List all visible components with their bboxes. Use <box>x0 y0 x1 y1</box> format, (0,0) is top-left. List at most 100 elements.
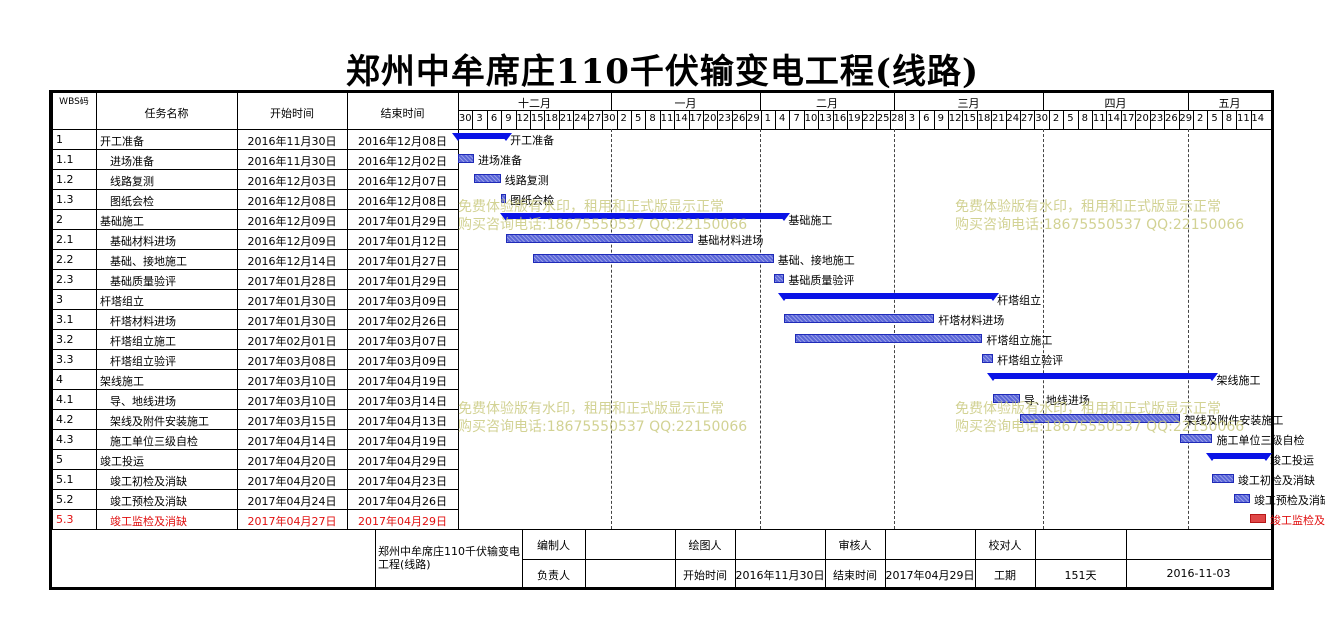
day-tick-line <box>472 111 474 129</box>
task-end: 2017年01月29日 <box>358 215 447 228</box>
row-divider <box>52 309 458 310</box>
task-name[interactable]: 开工准备 <box>100 135 144 148</box>
task-name[interactable]: 线路复测 <box>110 175 154 188</box>
task-bar[interactable] <box>532 254 774 263</box>
task-start: 2016年12月03日 <box>247 175 337 188</box>
col-divider <box>237 93 238 529</box>
task-bar[interactable] <box>1212 474 1234 483</box>
task-bar[interactable] <box>773 274 785 283</box>
day-tick-line <box>1120 111 1122 129</box>
task-name[interactable]: 杆塔组立 <box>100 295 144 308</box>
header-divider <box>52 129 1271 130</box>
task-bar[interactable] <box>1249 514 1266 523</box>
day-tick: 12 <box>948 113 962 124</box>
task-bar[interactable] <box>474 174 501 183</box>
task-wbs: 5.2 <box>56 493 74 506</box>
watermark: 免费体验版有水印，租用和正式版显示正常 购买咨询电话:18675550537 QQ… <box>955 400 1244 436</box>
day-tick: 23 <box>718 113 731 124</box>
day-tick-line <box>1135 111 1137 129</box>
day-tick-line <box>702 111 704 129</box>
task-wbs: 3 <box>56 293 63 306</box>
day-tick-line <box>558 111 560 129</box>
task-name[interactable]: 竣工投运 <box>100 455 144 468</box>
task-name[interactable]: 基础材料进场 <box>110 235 176 248</box>
day-tick: 24 <box>1006 113 1020 124</box>
summary-bar[interactable] <box>778 293 999 301</box>
task-name[interactable]: 架线施工 <box>100 375 144 388</box>
task-name[interactable]: 架线及附件安装施工 <box>110 415 209 428</box>
day-tick-line <box>688 111 690 129</box>
task-bar[interactable] <box>500 194 507 203</box>
task-name[interactable]: 进场准备 <box>110 155 154 168</box>
task-name[interactable]: 基础质量验评 <box>110 275 176 288</box>
task-name[interactable]: 图纸会检 <box>110 195 154 208</box>
day-tick: 11 <box>1092 113 1106 124</box>
day-tick-line <box>1250 111 1252 129</box>
day-tick-line <box>919 111 921 129</box>
task-bar[interactable] <box>993 394 1020 403</box>
task-name[interactable]: 导、地线进场 <box>110 395 176 408</box>
row-divider <box>52 489 458 490</box>
task-wbs: 5.3 <box>56 513 74 526</box>
task-bar[interactable] <box>795 334 983 343</box>
bar-label: 架线施工 <box>1216 374 1261 387</box>
day-tick-line <box>1020 111 1022 129</box>
day-tick-line <box>544 111 546 129</box>
day-tick-line <box>1005 111 1007 129</box>
header-start: 开始时间 <box>270 107 314 120</box>
task-bar[interactable] <box>1019 414 1181 423</box>
day-tick: 11 <box>660 113 674 124</box>
row-divider <box>52 269 458 270</box>
task-start: 2017年01月30日 <box>247 295 337 308</box>
summary-bar[interactable] <box>987 373 1219 381</box>
task-bar[interactable] <box>1233 494 1250 503</box>
task-name[interactable]: 基础施工 <box>100 215 144 228</box>
day-tick: 26 <box>732 113 746 124</box>
task-name[interactable]: 竣工预检及消缺 <box>110 495 187 508</box>
month-label: 二月 <box>816 97 838 110</box>
row-divider <box>52 329 458 330</box>
day-tick: 20 <box>1136 113 1149 124</box>
day-tick: 1 <box>764 113 772 124</box>
footer-owner-label: 负责人 <box>537 569 570 582</box>
day-tick: 10 <box>804 113 818 124</box>
task-name[interactable]: 基础、接地施工 <box>110 255 187 268</box>
summary-bar[interactable] <box>500 213 791 221</box>
month-label: 三月 <box>957 97 980 110</box>
day-tick: 8 <box>1081 113 1089 124</box>
task-name[interactable]: 杆塔组立施工 <box>110 335 176 348</box>
task-end: 2017年04月29日 <box>358 455 447 468</box>
summary-bar[interactable] <box>451 133 513 141</box>
summary-bar[interactable] <box>1206 453 1272 461</box>
task-end: 2016年12月08日 <box>358 135 447 148</box>
row-divider <box>52 209 458 210</box>
header-end: 结束时间 <box>380 107 425 120</box>
task-name[interactable]: 杆塔材料进场 <box>110 315 176 328</box>
day-tick-line <box>890 111 892 129</box>
task-bar[interactable] <box>982 354 994 363</box>
bar-label: 架线及附件安装施工 <box>1184 414 1284 427</box>
day-tick: 18 <box>545 113 559 124</box>
day-tick: 6 <box>490 113 498 124</box>
task-name[interactable]: 竣工初检及消缺 <box>110 475 187 488</box>
day-tick-line <box>573 111 575 129</box>
day-tick-line <box>1164 111 1166 129</box>
day-tick-line <box>1034 111 1036 129</box>
task-end: 2016年12月08日 <box>358 195 447 208</box>
day-tick-line <box>904 111 906 129</box>
task-wbs: 2.1 <box>56 233 74 246</box>
day-tick-line <box>1048 111 1050 129</box>
task-name[interactable]: 施工单位三级自检 <box>110 435 198 448</box>
task-bar[interactable] <box>1180 434 1213 443</box>
day-tick-line <box>976 111 978 129</box>
day-tick-line <box>789 111 791 129</box>
month-label: 十二月 <box>518 97 551 110</box>
task-bar[interactable] <box>784 314 935 323</box>
task-end: 2017年04月19日 <box>358 435 447 448</box>
task-bar[interactable] <box>458 154 475 163</box>
task-wbs: 4.1 <box>56 393 74 406</box>
task-name[interactable]: 竣工监检及消缺 <box>110 515 187 528</box>
task-bar[interactable] <box>506 234 694 243</box>
task-name[interactable]: 杆塔组立验评 <box>110 355 176 368</box>
day-tick-line <box>458 111 459 129</box>
